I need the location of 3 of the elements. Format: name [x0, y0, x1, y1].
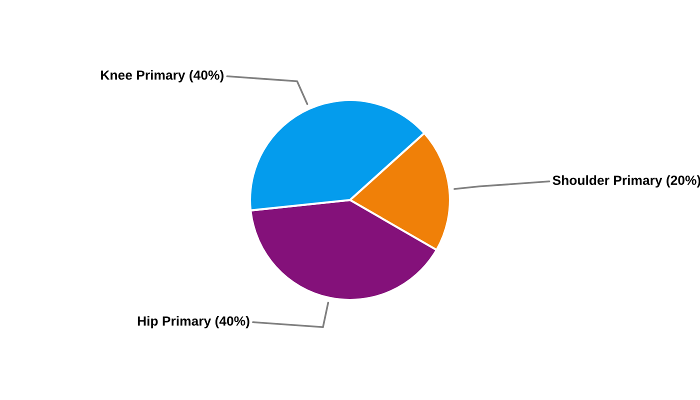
slice-label: Shoulder Primary (20%) — [552, 175, 700, 188]
slice-label: Hip Primary (40%) — [138, 316, 250, 328]
slice-label: Knee Primary (40%) — [101, 70, 224, 82]
